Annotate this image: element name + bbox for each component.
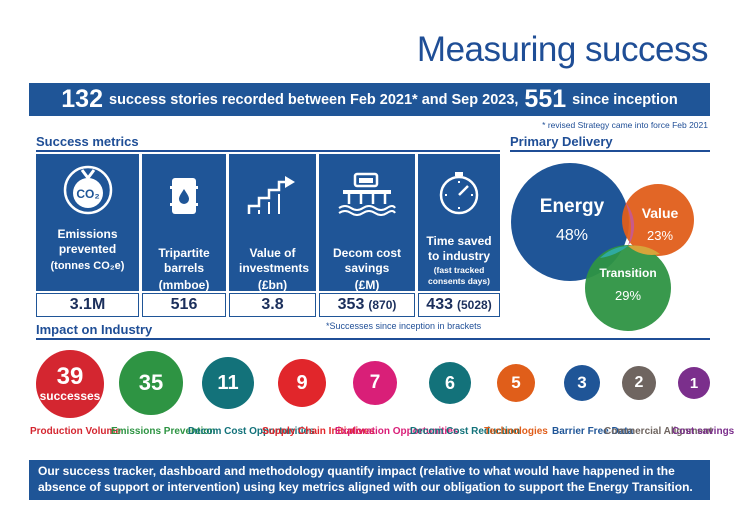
success-metrics-rule	[36, 150, 500, 152]
impact-value: 3	[577, 373, 587, 392]
metric-value: 433	[426, 296, 453, 313]
impact-value: 1	[689, 374, 699, 392]
metric-unit: (tonnes CO₂e)	[50, 260, 125, 272]
primary-delivery-rule	[510, 150, 710, 152]
primary-delivery-heading: Primary Delivery	[510, 134, 613, 149]
venn-percent-value: 23%	[647, 228, 673, 243]
impact-label-technologies: Technologies	[484, 426, 548, 437]
inception-count: 551	[524, 85, 567, 113]
impact-value: 35	[138, 370, 164, 395]
brackets-note: *Successes since inception in brackets	[326, 321, 482, 331]
venn-overlap-energy-value	[625, 202, 635, 246]
venn-overlap-energy-transition	[600, 246, 628, 258]
impact-successes-label: successes	[39, 389, 101, 403]
metric-value: 353	[337, 296, 365, 313]
metric-value: 3.1M	[69, 296, 106, 313]
impact-bubble-exploration: 7	[353, 361, 397, 405]
metric-label: Value of investments	[239, 246, 310, 275]
metric-unit: (fast tracked consents days)	[428, 265, 490, 286]
venn-percent-energy: 48%	[556, 227, 588, 244]
metric-value-emissions: 3.1M	[36, 293, 139, 317]
venn-label-value: Value	[642, 205, 679, 221]
impact-label-cost-savings: Cost savings	[672, 426, 734, 437]
strategy-footnote: * revised Strategy came into force Feb 2…	[542, 120, 708, 130]
metrics-cards: CO₂ Emissions prevented (tonnes CO₂e) Tr…	[36, 154, 500, 292]
venn-percent-transition: 29%	[615, 288, 641, 303]
impact-bubble-commercial: 2	[622, 366, 656, 400]
methodology-statement: Our success tracker, dashboard and metho…	[29, 460, 710, 500]
impact-label-barrier-free: Barrier Free Data	[552, 426, 634, 437]
metric-value: 516	[170, 296, 198, 313]
metric-unit: (£M)	[354, 278, 380, 292]
stories-count: 132	[61, 85, 103, 113]
impact-bubble-supply-chain: 9	[278, 359, 326, 407]
impact-bubble-cost-savings: 1	[678, 367, 710, 399]
metric-value-time: 433 (5028)	[418, 293, 500, 317]
metric-label: Tripartite barrels	[158, 246, 210, 275]
metric-value-investments: 3.8	[229, 293, 316, 317]
success-metrics-heading: Success metrics	[36, 134, 139, 149]
metric-value: 3.8	[261, 296, 284, 313]
metrics-values: 3.1M 516 3.8 353 (870) 433 (5028)	[36, 293, 500, 317]
impact-label-commercial: Commercial Alignment	[604, 426, 713, 437]
impact-value: 7	[369, 372, 381, 393]
metric-bracket-value: (870)	[368, 298, 397, 312]
metric-value-decom: 353 (870)	[319, 293, 415, 317]
stopwatch-icon	[439, 172, 479, 215]
impact-value: 6	[444, 372, 455, 393]
impact-value: 2	[634, 374, 644, 391]
impact-value: 9	[296, 371, 308, 394]
metric-unit: (£bn)	[257, 278, 288, 292]
metric-card-barrels: Tripartite barrels (mmboe)	[142, 154, 226, 292]
metric-card-decom: Decom cost savings (£M)	[319, 154, 415, 292]
page-title: Measuring success	[416, 30, 709, 69]
venn-circle-transition	[585, 245, 671, 331]
metric-unit: (mmboe)	[158, 278, 210, 292]
impact-label-production: Production Volume	[30, 426, 121, 437]
venn-overlap-value-transition	[628, 245, 660, 255]
impact-label-decom-reduction: Decom Cost Reduction	[410, 426, 521, 437]
metric-card-investments: Value of investments (£bn)	[229, 154, 316, 292]
impact-value: 39	[56, 363, 84, 390]
headline-banner: 132 success stories recorded between Feb…	[29, 83, 710, 116]
metric-value-barrels: 516	[142, 293, 226, 317]
venn-circle-value	[622, 184, 694, 256]
platform-icon	[338, 172, 396, 216]
impact-bubble-production: 39 successes	[36, 350, 104, 418]
impact-bubble-decom-opps: 11	[202, 357, 254, 409]
inception-text: since inception	[572, 91, 678, 108]
impact-heading: Impact on Industry	[36, 322, 153, 337]
impact-label-exploration: Exploration Opportunities	[335, 426, 459, 437]
impact-bubble-decom-reduction: 6	[429, 362, 471, 404]
metric-label: Emissions prevented	[57, 227, 118, 256]
oil-barrel-icon	[170, 178, 198, 214]
primary-delivery-venn: Energy 48% Value 23% Transition 29%	[511, 163, 694, 331]
impact-bubble-technologies: 5	[497, 364, 535, 402]
impact-bubbles: 39 successes Production Volume 35 Emissi…	[0, 340, 734, 460]
metric-label: Time saved to industry	[426, 234, 492, 263]
venn-label-transition: Transition	[599, 266, 656, 280]
metric-card-time: Time saved to industry (fast tracked con…	[418, 154, 500, 291]
metric-bracket-value: (5028)	[457, 298, 492, 312]
venn-circle-energy	[511, 163, 629, 281]
co2-icon: CO₂	[63, 165, 112, 215]
venn-label-energy: Energy	[540, 196, 605, 217]
impact-bubble-emissions: 35	[119, 351, 183, 415]
metric-card-emissions: CO₂ Emissions prevented (tonnes CO₂e)	[36, 154, 139, 291]
impact-rule	[36, 338, 710, 340]
impact-label-emissions: Emissions Prevention	[111, 426, 216, 437]
metric-label: Decom cost savings	[332, 246, 402, 275]
impact-label-supply-chain: Supply Chain Initiatives	[262, 426, 375, 437]
stairs-arrow-icon	[247, 176, 295, 214]
stories-text: success stories recorded between Feb 202…	[109, 91, 519, 108]
svg-text:CO₂: CO₂	[76, 187, 99, 201]
impact-value: 11	[217, 371, 239, 394]
impact-value: 5	[511, 373, 521, 392]
impact-bubble-barrier-free: 3	[564, 365, 600, 401]
impact-label-decom-opps: Decom Cost Opportunities	[188, 426, 315, 437]
